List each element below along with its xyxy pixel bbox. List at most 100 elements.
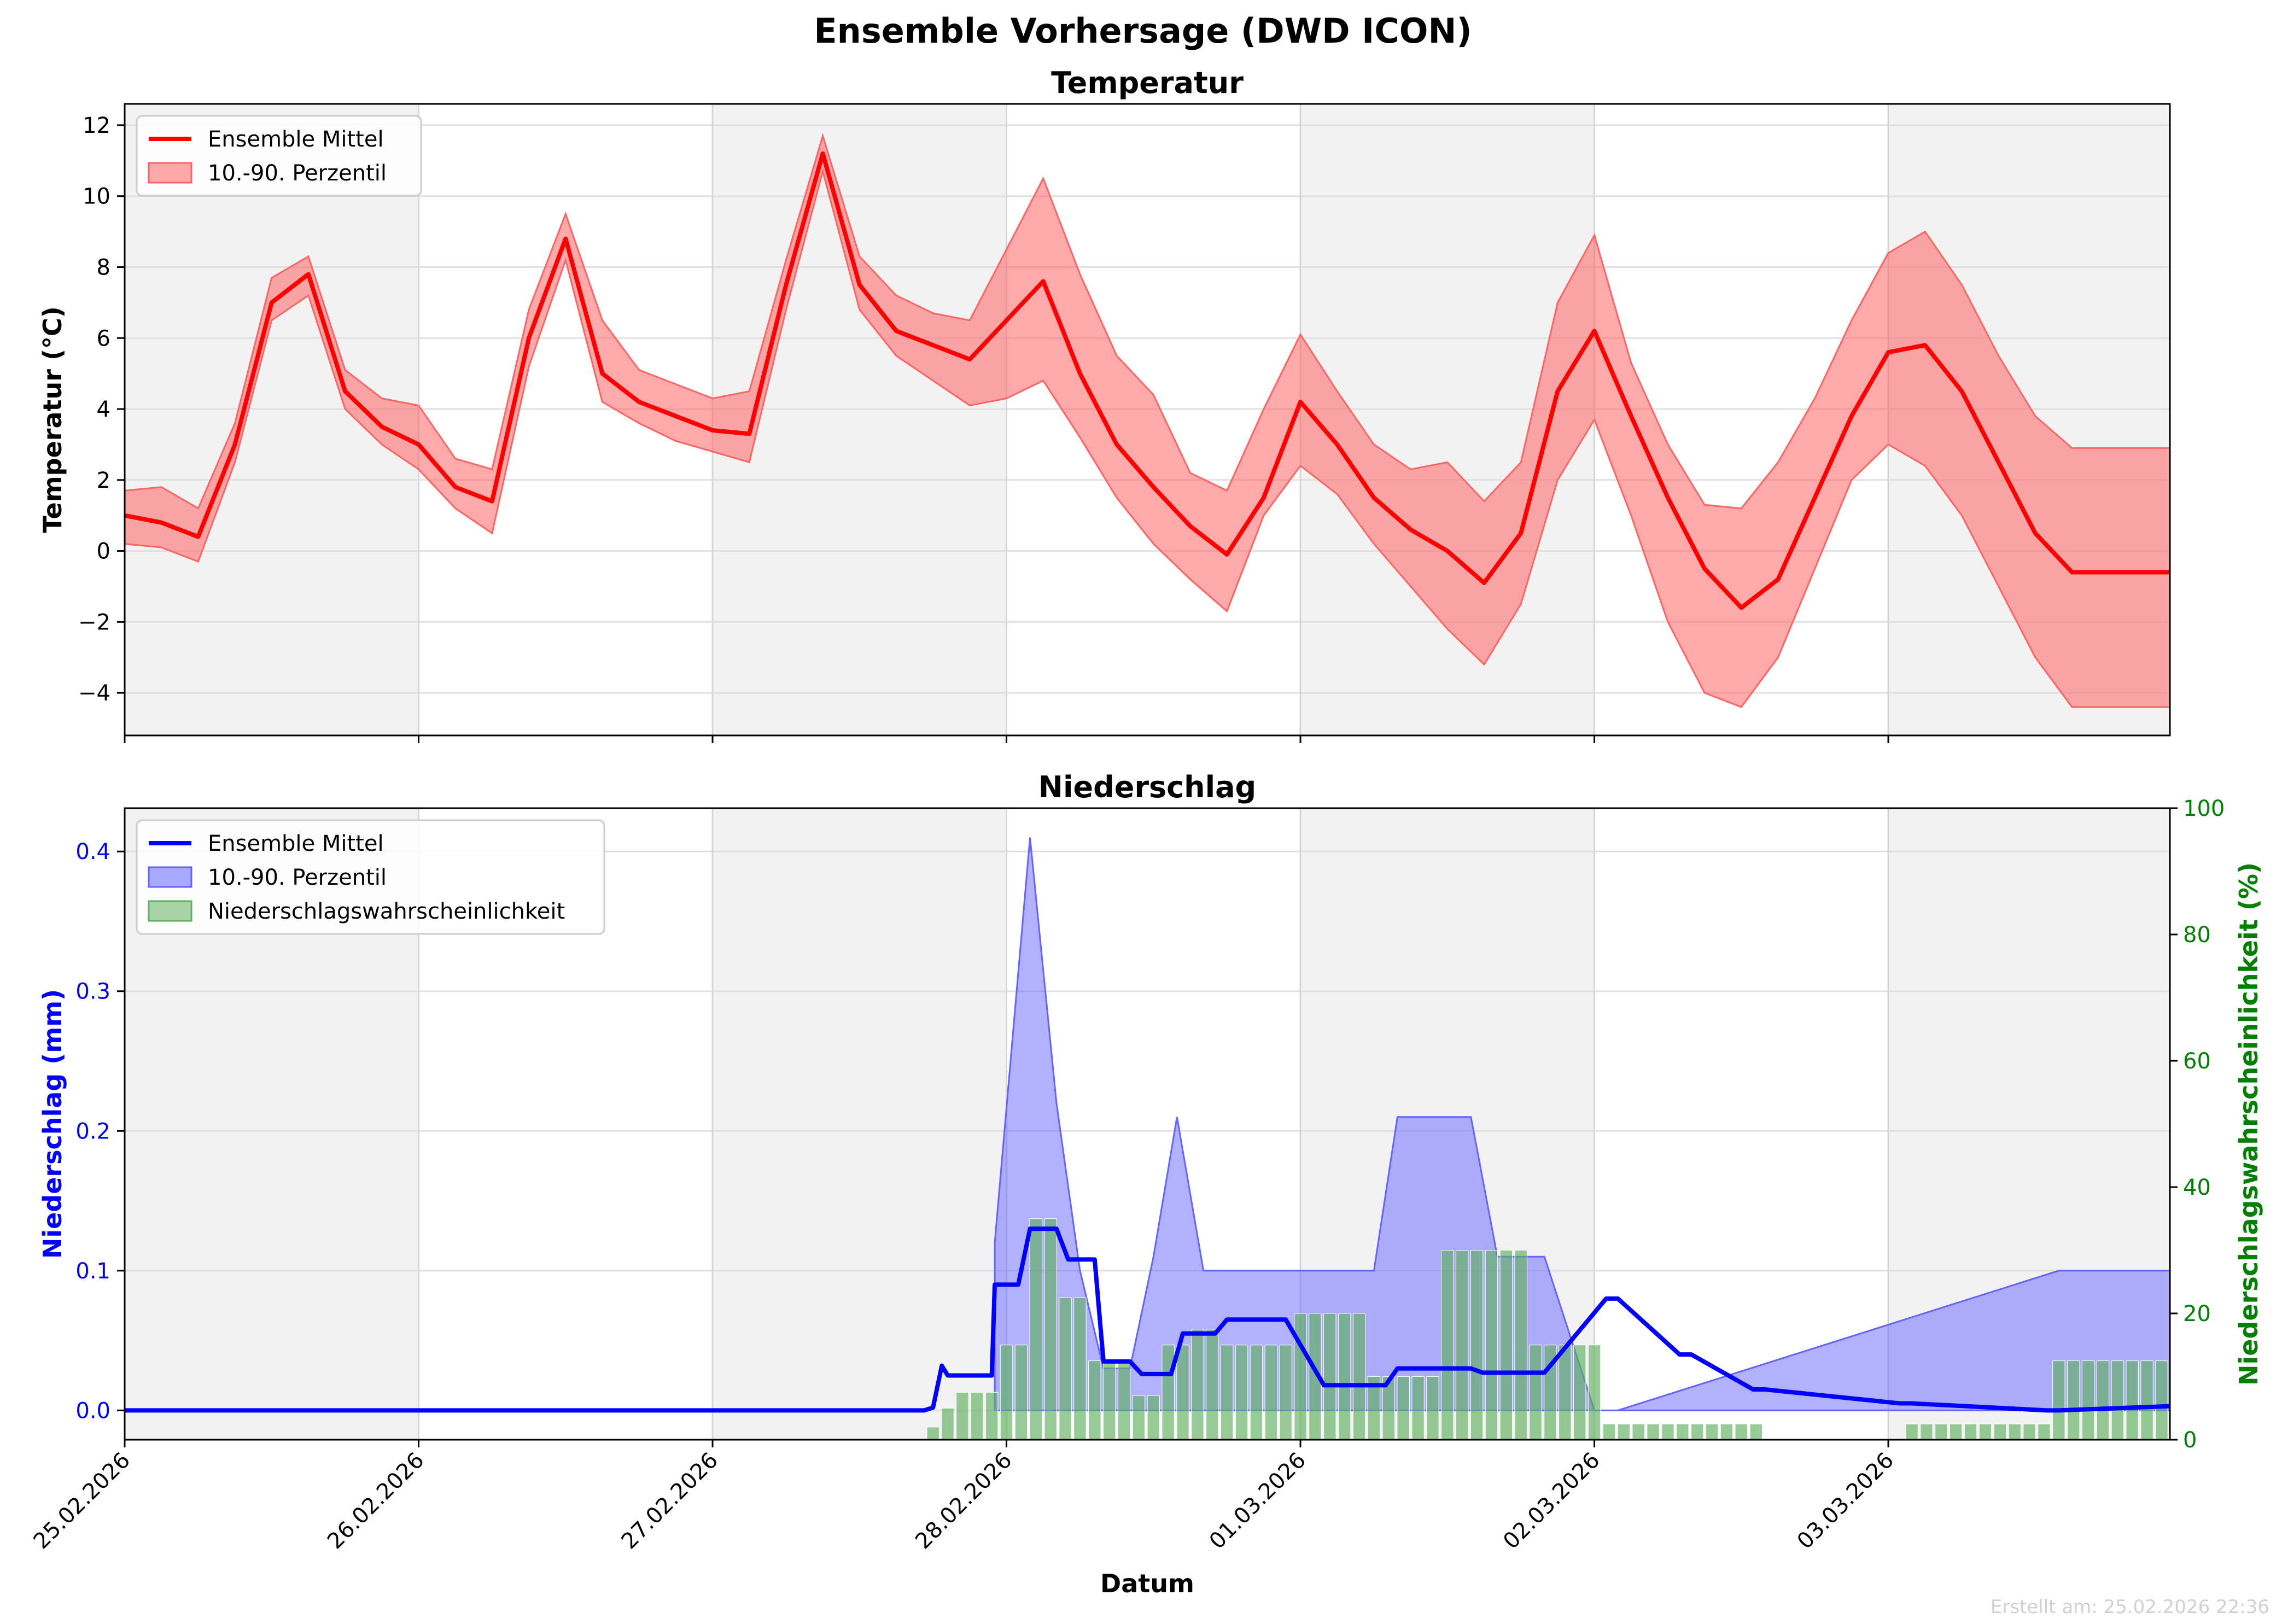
probability-bar [971,1392,984,1440]
y-tick-label: −4 [78,681,110,706]
y-tick-label: 0.2 [75,1119,110,1144]
y-tick-label: 0.0 [75,1398,110,1423]
probability-bar [2052,1360,2065,1440]
probability-bar [2023,1423,2036,1440]
legend-swatch [148,162,192,184]
probability-bar [1905,1423,1918,1440]
day-shading [713,808,1007,1440]
probability-bar [985,1392,999,1440]
panel-title: Temperatur [1051,66,1244,100]
y-tick-label: 10 [83,184,110,209]
precipitation-panel: Niederschlag 0.0 0.1 0.2 0.3 0.4 Niederschlag … [29,770,2263,1598]
probability-bar [1117,1360,1131,1440]
footer-timestamp: Erstellt am: 25.02.2026 22:36 [1991,1596,2269,1618]
probability-bar [1499,1250,1513,1440]
temperature-panel: Temperatur −4 −2 0 2 4 6 8 10 12 Temperatur (°C) En… [38,66,2171,743]
x-tick-label: 27.02.2026 [617,1448,723,1554]
probability-bar [1250,1345,1263,1440]
probability-bar [1632,1423,1645,1440]
plot-frame [124,807,2171,1441]
y-tick-label: −2 [78,610,110,635]
probability-bar [1920,1423,1933,1440]
y-tick-label: 4 [97,397,110,422]
x-tick-label: 03.03.2026 [1793,1448,1899,1554]
probability-bar [926,1427,939,1440]
legend-box [136,115,422,197]
x-axis-label: Datum [1100,1569,1194,1598]
legend-label: 10.-90. Perzentil [208,161,387,186]
probability-bar [1588,1345,1601,1440]
day-shading [713,104,1007,735]
probability-bar [2155,1360,2168,1440]
legend-swatch [148,900,192,922]
probability-bar [1235,1345,1248,1440]
probability-bar [1993,1423,2007,1440]
probability-bar [1949,1423,1963,1440]
panel-title: Niederschlag [1038,770,1256,804]
probability-bar [1935,1423,1948,1440]
probability-bar [1978,1423,1992,1440]
y-right-tick-label: 0 [2183,1428,2197,1453]
probability-bar [1735,1423,1748,1440]
probability-bar [1690,1423,1704,1440]
probability-bar [1455,1250,1469,1440]
legend-label: Niederschlagswahrscheinlichkeit [208,899,565,924]
probability-bar [1264,1345,1277,1440]
y-right-tick-label: 40 [2183,1175,2211,1200]
probability-bar [1191,1329,1204,1440]
y-axis-label: Temperatur (°C) [38,306,67,533]
precipitation-mean-line [125,1226,2170,1413]
precipitation-percentile-band [994,837,2171,1411]
x-tick-label: 26.02.2026 [323,1448,429,1554]
probability-bar [1029,1218,1042,1440]
probability-bar [1352,1313,1366,1440]
x-tick-label: 01.03.2026 [1205,1448,1311,1554]
probability-bar [2096,1360,2110,1440]
probability-bar [2126,1360,2139,1440]
probability-bar [2067,1360,2080,1440]
legend-label: 10.-90. Perzentil [208,865,387,890]
x-tick-label: 28.02.2026 [911,1448,1017,1554]
x-tick-label: 25.02.2026 [29,1448,135,1554]
probability-bar [1470,1250,1484,1440]
y-right-tick-label: 20 [2183,1301,2211,1327]
probability-bar [2008,1423,2021,1440]
probability-bar [1426,1376,1439,1440]
probability-bar [1397,1376,1410,1440]
probability-bar [2140,1360,2153,1440]
probability-bar [1441,1250,1454,1440]
plot-frame [124,103,2171,737]
y-tick-label: 0.3 [75,979,110,1004]
probability-bar [1676,1423,1689,1440]
probability-bar [1411,1376,1425,1440]
probability-bar [2081,1360,2095,1440]
probability-bar [1647,1423,1660,1440]
y-tick-label: 0.4 [75,839,110,864]
probability-bar [1206,1329,1219,1440]
probability-bar [1132,1395,1146,1440]
probability-bar [1176,1345,1189,1440]
probability-bar [1044,1218,1057,1440]
probability-bar [1338,1313,1351,1440]
y-axis-label: Niederschlag (mm) [38,989,67,1259]
probability-bar [1559,1345,1572,1440]
legend: Ensemble Mittel 10.-90. Perzentil Niedersc… [136,819,605,935]
y-right-tick-label: 100 [2183,796,2225,821]
probability-bar [1102,1360,1116,1440]
probability-bar [1323,1313,1336,1440]
probability-bar [1705,1423,1719,1440]
y-right-axis-label: Niederschlagswahrscheinlichkeit (%) [2234,862,2263,1386]
x-tick-label: 02.03.2026 [1498,1448,1604,1554]
y-tick-label: 2 [97,468,110,493]
probability-bar [1514,1250,1527,1440]
y-right-tick-label: 80 [2183,922,2211,948]
probability-bar [1529,1345,1542,1440]
probability-bar [1088,1360,1101,1440]
probability-bar [2038,1423,2051,1440]
probability-bar [1014,1345,1028,1440]
y-tick-label: 8 [97,255,110,280]
probability-bar [2111,1360,2125,1440]
y-right-tick-label: 60 [2183,1049,2211,1074]
y-tick-label: 6 [97,326,110,351]
